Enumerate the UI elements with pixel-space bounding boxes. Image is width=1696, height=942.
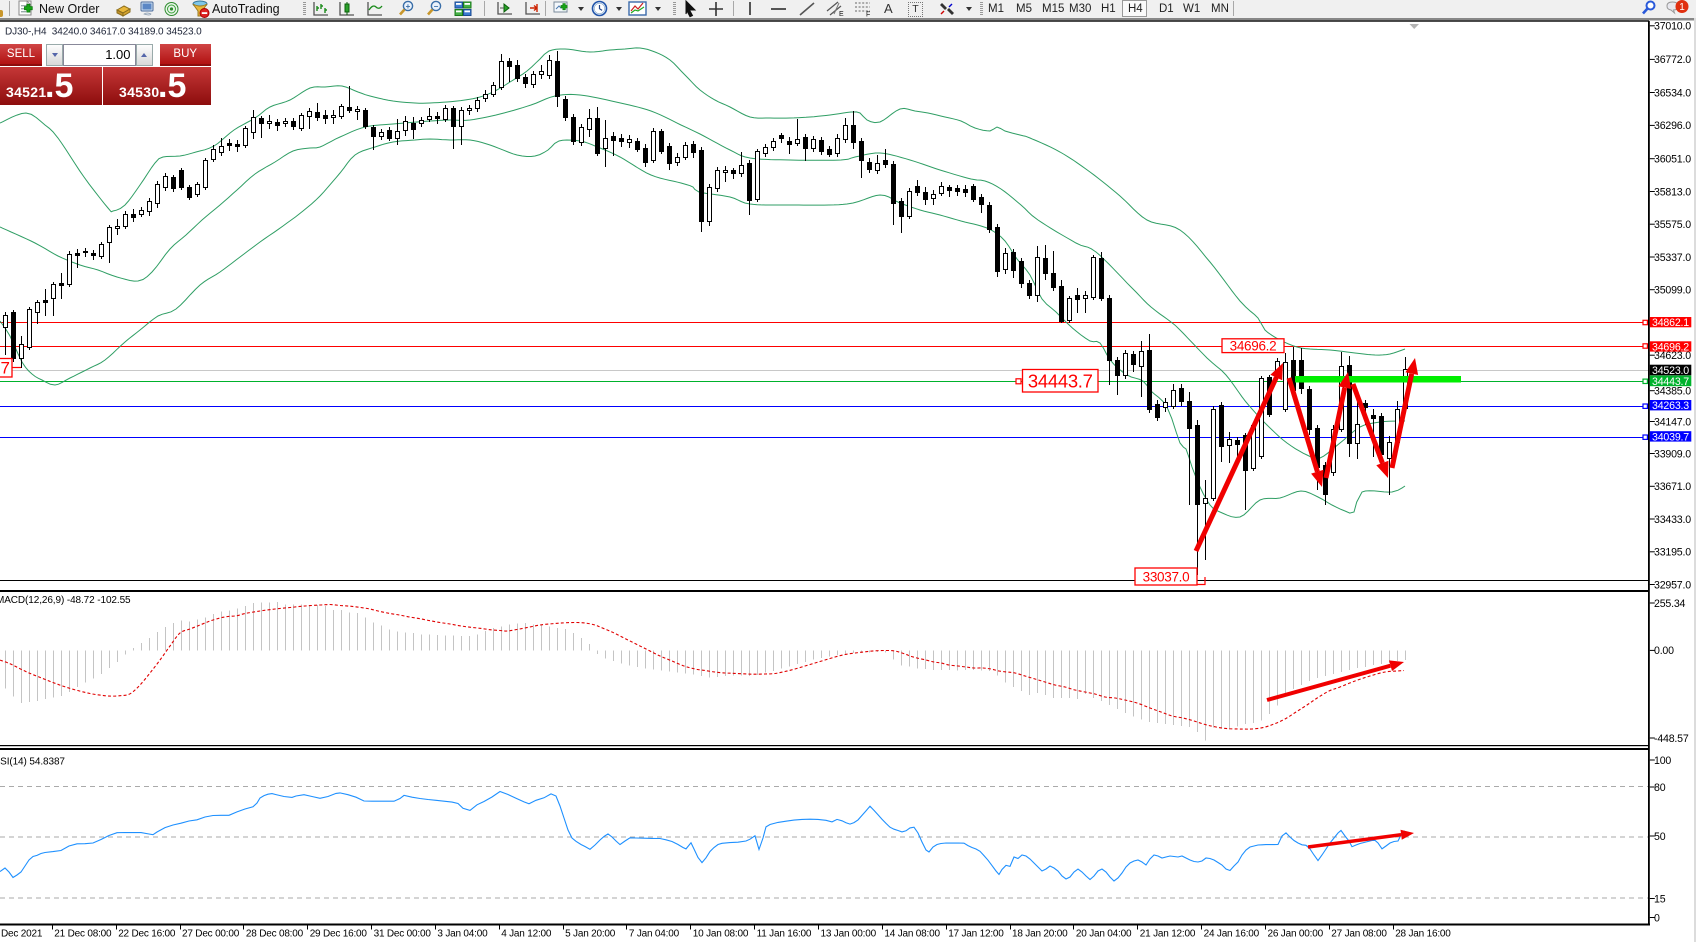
svg-text:33037.0: 33037.0: [1143, 569, 1190, 584]
svg-text:31 Dec 00:00: 31 Dec 00:00: [374, 929, 432, 940]
svg-text:18 Jan 20:00: 18 Jan 20:00: [1012, 929, 1068, 940]
svg-text:0: 0: [1654, 912, 1660, 924]
svg-text:+: +: [406, 2, 411, 11]
svg-text:34696.2: 34696.2: [1652, 341, 1689, 353]
svg-text:36772.0: 36772.0: [1654, 54, 1691, 66]
svg-text:14 Jan 08:00: 14 Jan 08:00: [884, 929, 940, 940]
svg-text:36051.0: 36051.0: [1654, 154, 1691, 166]
svg-text:0.00: 0.00: [1654, 645, 1674, 657]
svg-text:32957.0: 32957.0: [1654, 579, 1691, 591]
svg-text:13 Jan 00:00: 13 Jan 00:00: [821, 929, 877, 940]
svg-text:24 Jan 16:00: 24 Jan 16:00: [1204, 929, 1260, 940]
svg-text:34039.7: 34039.7: [1652, 431, 1689, 443]
svg-text:36534.0: 36534.0: [1654, 87, 1691, 99]
svg-text:28 Dec 08:00: 28 Dec 08:00: [246, 929, 304, 940]
svg-text:33909.0: 33909.0: [1654, 448, 1691, 460]
svg-text:34696.2: 34696.2: [1230, 339, 1277, 354]
svg-text:35337.0: 35337.0: [1654, 252, 1691, 264]
svg-text:34523.0: 34523.0: [1652, 365, 1689, 377]
svg-text:33671.0: 33671.0: [1654, 481, 1691, 493]
svg-text:1: 1: [1679, 2, 1685, 13]
svg-text:28 Jan 16:00: 28 Jan 16:00: [1395, 929, 1451, 940]
svg-text:21 Jan 12:00: 21 Jan 12:00: [1140, 929, 1196, 940]
svg-text:17 Jan 12:00: 17 Jan 12:00: [948, 929, 1004, 940]
svg-text:34623.0: 34623.0: [1654, 350, 1691, 362]
svg-text:−: −: [434, 2, 439, 11]
svg-text:DJ30-,H4 34240.0 34617.0 3418: DJ30-,H4 34240.0 34617.0 34189.0 34523.0: [5, 27, 202, 38]
svg-text:36296.0: 36296.0: [1654, 120, 1691, 132]
svg-text:34443.7: 34443.7: [1652, 376, 1689, 388]
svg-text:34862.1: 34862.1: [1652, 317, 1689, 329]
svg-text:33433.0: 33433.0: [1654, 514, 1691, 526]
svg-text:29 Dec 16:00: 29 Dec 16:00: [310, 929, 368, 940]
svg-text:34443.7: 34443.7: [1028, 370, 1093, 391]
svg-text:15: 15: [1654, 893, 1666, 905]
svg-text:37010.0: 37010.0: [1654, 21, 1691, 33]
svg-text:MACD(12,26,9) -48.72 -102.55: MACD(12,26,9) -48.72 -102.55: [0, 595, 131, 606]
svg-text:34385.0: 34385.0: [1654, 386, 1691, 398]
svg-text:34147.0: 34147.0: [1654, 416, 1691, 428]
svg-text:11 Jan 16:00: 11 Jan 16:00: [757, 929, 812, 940]
svg-text:34263.3: 34263.3: [1652, 400, 1689, 412]
svg-text:5 Jan 20:00: 5 Jan 20:00: [565, 929, 616, 940]
svg-text:3 Jan 04:00: 3 Jan 04:00: [437, 929, 488, 940]
svg-text:21 Dec 08:00: 21 Dec 08:00: [54, 929, 112, 940]
svg-text:100: 100: [1654, 755, 1671, 767]
svg-text:.7: .7: [0, 359, 10, 378]
svg-text:35813.0: 35813.0: [1654, 186, 1691, 198]
svg-text:Dec 2021: Dec 2021: [1, 929, 43, 940]
svg-text:255.34: 255.34: [1654, 598, 1686, 610]
svg-text:27 Jan 08:00: 27 Jan 08:00: [1331, 929, 1387, 940]
svg-text:33195.0: 33195.0: [1654, 547, 1691, 559]
svg-text:35099.0: 35099.0: [1654, 285, 1691, 297]
svg-text:7 Jan 04:00: 7 Jan 04:00: [629, 929, 680, 940]
svg-text:10 Jan 08:00: 10 Jan 08:00: [693, 929, 749, 940]
svg-text:F: F: [866, 12, 870, 18]
svg-text:RSI(14) 54.8387: RSI(14) 54.8387: [0, 757, 65, 768]
svg-text:26 Jan 00:00: 26 Jan 00:00: [1268, 929, 1324, 940]
svg-text:80: 80: [1654, 782, 1666, 794]
svg-text:20 Jan 04:00: 20 Jan 04:00: [1076, 929, 1132, 940]
svg-text:4 Jan 12:00: 4 Jan 12:00: [501, 929, 552, 940]
svg-text:35575.0: 35575.0: [1654, 219, 1691, 231]
svg-text:50: 50: [1654, 831, 1666, 843]
svg-text:27 Dec 00:00: 27 Dec 00:00: [182, 929, 240, 940]
svg-text:22 Dec 16:00: 22 Dec 16:00: [118, 929, 176, 940]
svg-text:-448.57: -448.57: [1654, 733, 1689, 745]
svg-text:E: E: [839, 11, 844, 17]
